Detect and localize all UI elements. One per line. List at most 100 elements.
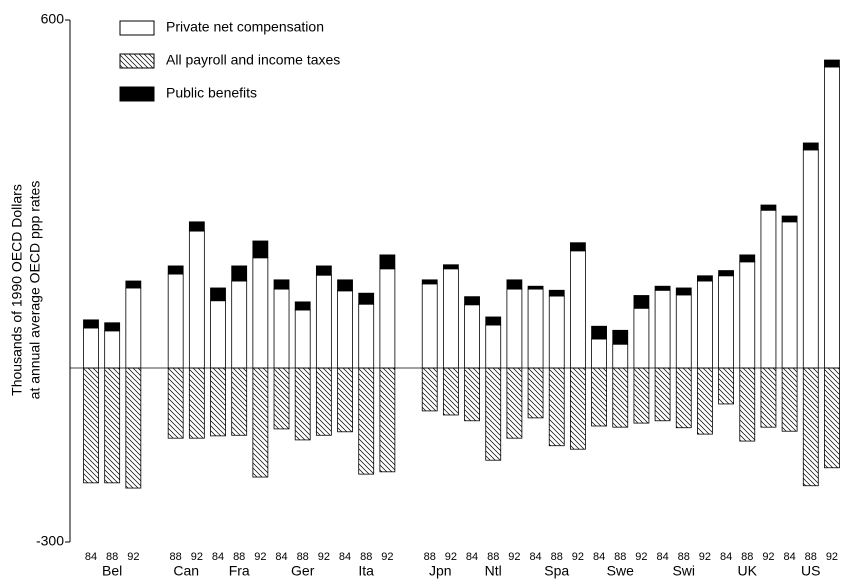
bar-taxes	[548, 367, 565, 447]
bar-benefits	[781, 215, 798, 223]
bar-compensation	[548, 295, 565, 369]
bar-benefits	[612, 329, 629, 345]
bar-benefits	[464, 296, 480, 306]
bar-compensation	[252, 257, 269, 369]
legend-label: Private net compensation	[166, 19, 324, 35]
bar-benefits	[231, 265, 248, 282]
bar-compensation	[824, 66, 840, 369]
bar-taxes	[570, 367, 586, 450]
x-tick-label: 92	[318, 551, 330, 563]
x-tick-label: 88	[297, 551, 309, 563]
bar-compensation	[612, 343, 629, 369]
x-tick-label: 92	[762, 551, 774, 563]
x-tick-label: 88	[678, 551, 690, 563]
x-tick-label: 92	[191, 551, 203, 563]
bar-benefits	[527, 285, 544, 290]
x-tick-label: 84	[720, 551, 732, 563]
bar-benefits	[273, 279, 290, 290]
bar-compensation	[294, 309, 311, 369]
bar-compensation	[104, 330, 121, 369]
group-label: Ntl	[485, 563, 502, 579]
bar-compensation	[781, 221, 798, 369]
bar-compensation	[421, 283, 438, 369]
bar-compensation	[506, 288, 523, 369]
legend-swatch	[119, 86, 155, 102]
group-label: Bel	[102, 563, 122, 579]
legend-label: All payroll and income taxes	[166, 52, 340, 68]
group-label: Spa	[544, 563, 569, 579]
bar-compensation	[802, 149, 819, 369]
bar-benefits	[315, 265, 332, 276]
x-tick-label: 84	[529, 551, 541, 563]
x-tick-label: 84	[212, 551, 224, 563]
x-tick-label: 88	[741, 551, 753, 563]
bar-benefits	[442, 264, 459, 270]
bar-compensation	[760, 209, 777, 369]
bar-benefits	[760, 204, 777, 211]
bar-benefits	[570, 242, 586, 252]
bar-taxes	[231, 367, 248, 436]
bar-taxes	[83, 367, 99, 484]
bar-taxes	[675, 367, 692, 429]
x-tick-label: 88	[360, 551, 372, 563]
x-tick-label: 92	[508, 551, 520, 563]
bar-benefits	[104, 322, 121, 332]
bar-taxes	[273, 367, 290, 430]
bar-compensation	[315, 274, 332, 369]
bar-taxes	[315, 367, 332, 436]
bar-benefits	[358, 292, 375, 305]
bar-compensation	[675, 294, 692, 369]
x-tick-label: 92	[826, 551, 838, 563]
x-tick-label: 88	[424, 551, 436, 563]
bar-taxes	[104, 367, 121, 484]
x-tick-label: 88	[106, 551, 118, 563]
bar-benefits	[337, 279, 353, 292]
group-label: UK	[738, 563, 758, 579]
x-tick-label: 92	[635, 551, 647, 563]
bar-benefits	[824, 59, 840, 68]
bar-taxes	[633, 367, 650, 424]
bar-taxes	[358, 367, 375, 475]
bar-taxes	[294, 367, 311, 441]
bar-compensation	[167, 273, 184, 369]
bar-benefits	[485, 316, 502, 326]
x-tick-label: 92	[699, 551, 711, 563]
bar-compensation	[485, 324, 502, 369]
x-tick-label: 92	[381, 551, 393, 563]
x-tick-label: 88	[233, 551, 245, 563]
bar-taxes	[612, 367, 629, 428]
legend-swatch	[119, 20, 155, 36]
bar-compensation	[83, 327, 99, 369]
bar-taxes	[125, 367, 142, 489]
group-label: Jpn	[429, 563, 452, 579]
bar-benefits	[167, 265, 184, 275]
bar-taxes	[591, 367, 607, 427]
bar-taxes	[718, 367, 734, 405]
bar-compensation	[464, 304, 480, 369]
bar-compensation	[188, 230, 205, 369]
bar-compensation	[591, 338, 607, 369]
bar-benefits	[739, 254, 756, 263]
group-label: Swi	[672, 563, 695, 579]
bar-taxes	[252, 367, 269, 478]
y-axis-label: Thousands of 1990 OECD Dollars	[9, 184, 25, 396]
bar-compensation	[718, 275, 734, 369]
bar-compensation	[379, 268, 396, 369]
x-tick-label: 88	[487, 551, 499, 563]
bar-benefits	[591, 325, 607, 340]
bar-compensation	[527, 288, 544, 369]
bar-taxes	[421, 367, 438, 412]
bar-compensation	[273, 288, 290, 369]
bar-compensation	[442, 268, 459, 369]
x-tick-label: 92	[254, 551, 266, 563]
bar-taxes	[337, 367, 353, 433]
bar-benefits	[294, 301, 311, 311]
group-label: Can	[173, 563, 199, 579]
x-tick-label: 88	[805, 551, 817, 563]
bar-benefits	[506, 279, 523, 290]
x-tick-label: 84	[339, 551, 351, 563]
bar-benefits	[188, 221, 205, 232]
bar-taxes	[506, 367, 523, 439]
bar-compensation	[633, 307, 650, 369]
bar-taxes	[442, 367, 459, 416]
